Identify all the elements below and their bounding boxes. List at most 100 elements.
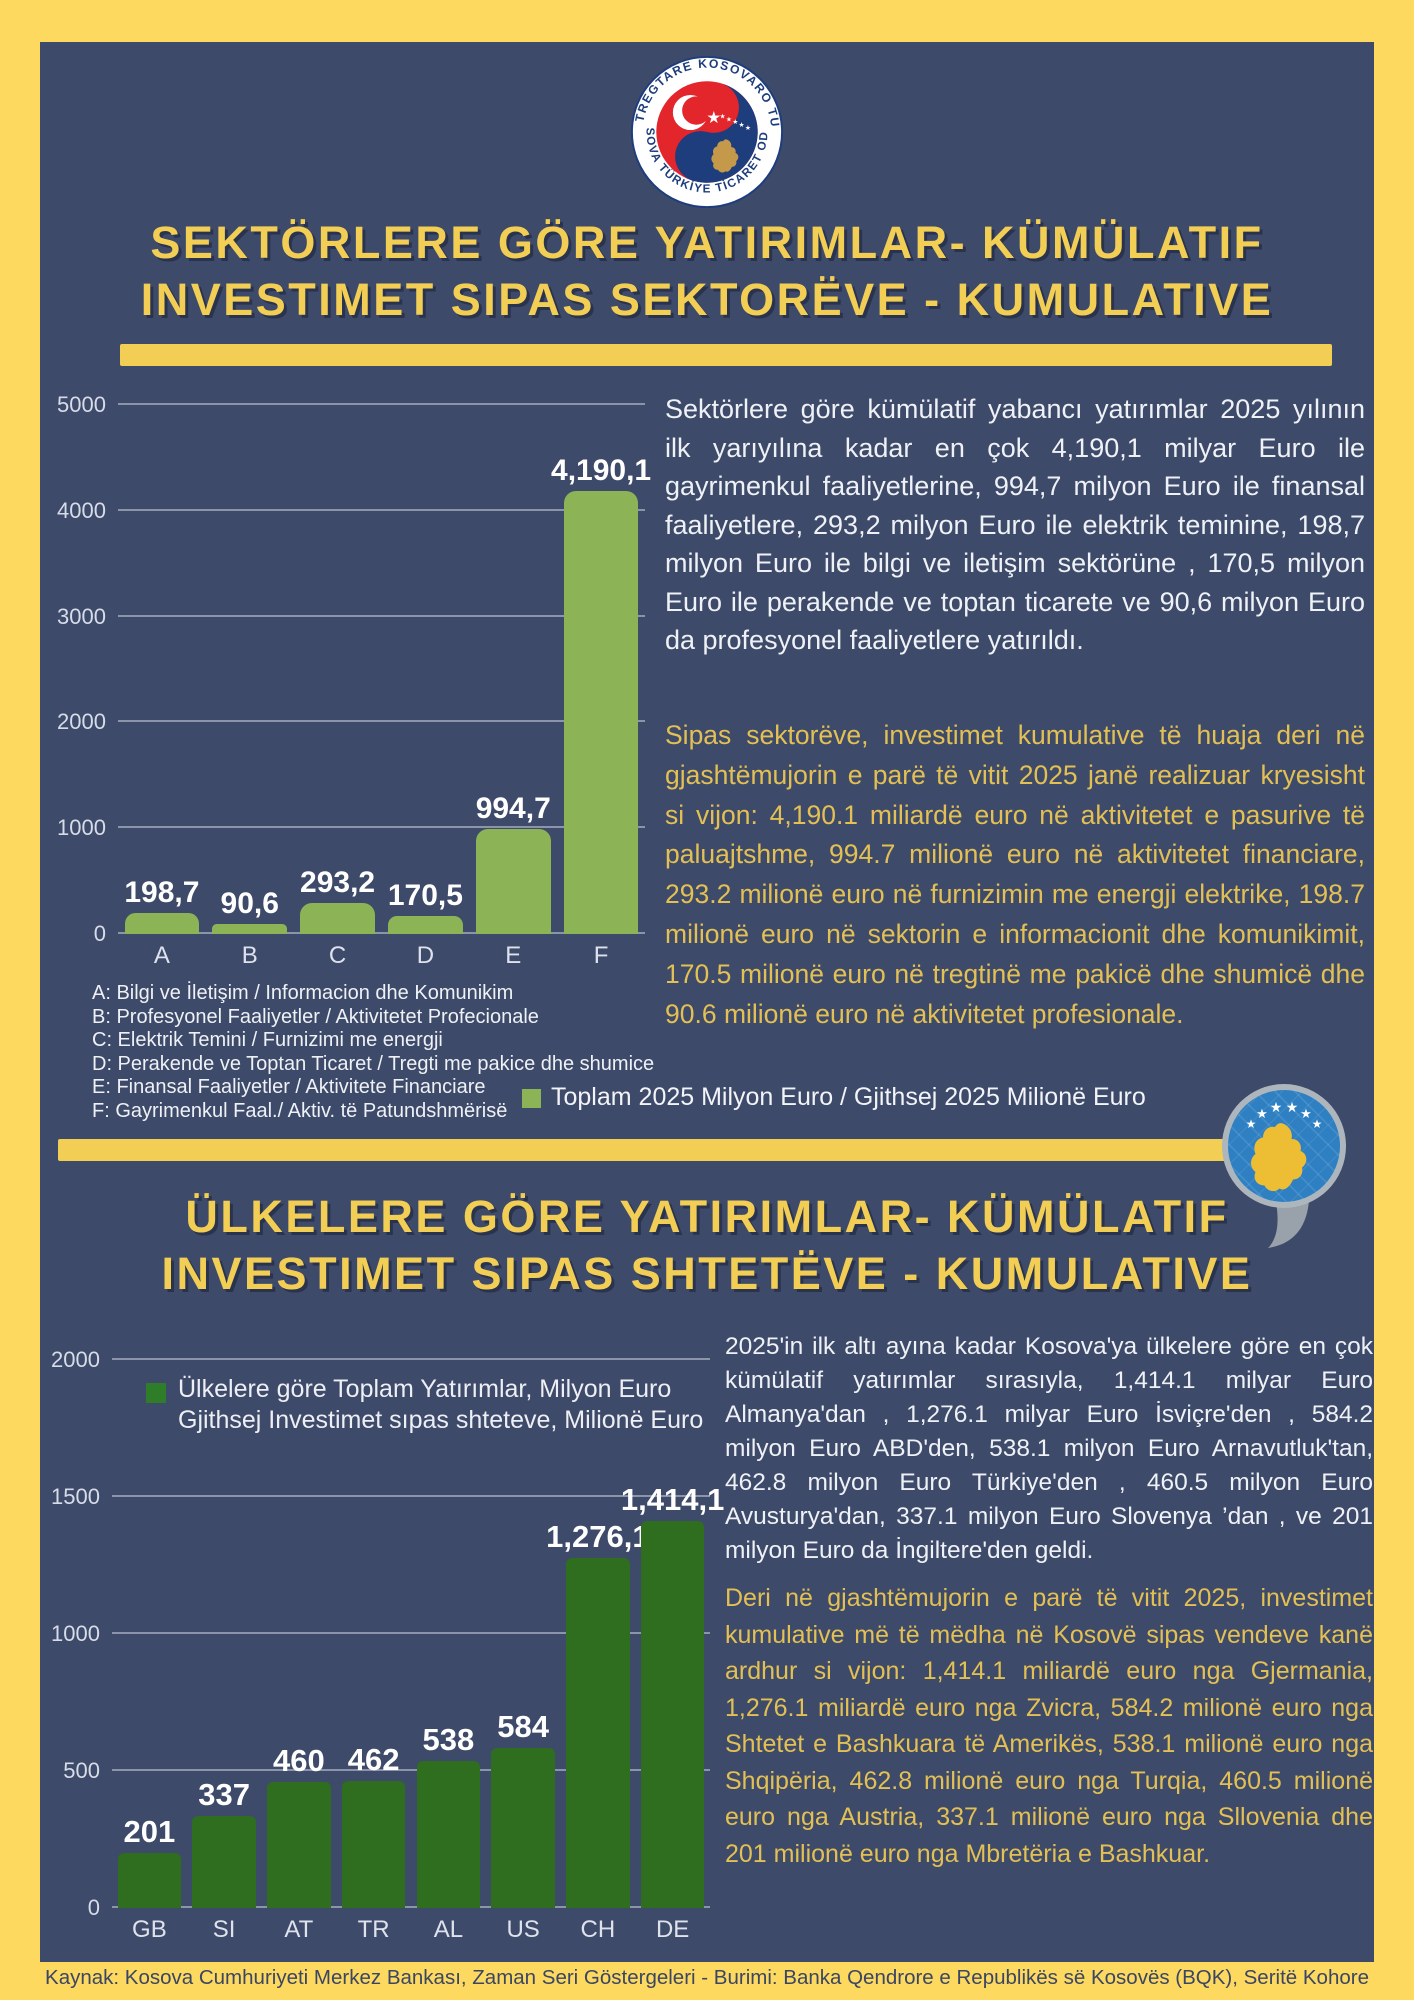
svg-text:★: ★	[1286, 1099, 1299, 1115]
y-tick-label: 0	[93, 921, 106, 946]
bar-cell-GB: 201	[112, 1360, 187, 1908]
country-legend-line2: Gjithsej Investimet sıpas shteteve, Mili…	[178, 1406, 704, 1434]
svg-text:★: ★	[1256, 1106, 1268, 1121]
x-tick-label-D: D	[416, 942, 435, 969]
gridline-2000: 2000	[57, 709, 645, 734]
gridline-4000: 4000	[57, 498, 645, 523]
y-tick-label: 500	[63, 1758, 100, 1783]
bars-row: 201 337 460 462 538 584 1,276,1 1,414,1	[112, 1360, 724, 1908]
bar-value-label-GB: 201	[123, 1813, 176, 1849]
y-tick-label: 3000	[57, 603, 106, 629]
paragraph-countries-albanian: Deri në gjashtëmujorin e parë të vitit 2…	[725, 1584, 1373, 1868]
title-countries-line2: INVESTIMET SIPAS SHTETËVE - KUMULATIVE	[161, 1248, 1253, 1299]
bar-value-label-B: 90,6	[220, 887, 279, 921]
bar-cell-D: 170,5	[381, 405, 469, 934]
badge-stars: ★ ★ ★ ★ ★ ★	[1246, 1099, 1323, 1131]
bar-C	[300, 902, 375, 934]
svg-text:★: ★	[739, 122, 745, 129]
bar-DE	[640, 1520, 705, 1908]
gridline-1000: 1000	[51, 1621, 710, 1646]
x-tick-label-TR: TR	[357, 1916, 390, 1943]
paragraph-sectors-albanian: Sipas sektorëve, investimet kumulative t…	[665, 720, 1365, 1029]
section-divider	[58, 1139, 1318, 1161]
gridline-0: 0	[94, 921, 645, 946]
sector-legend-item-d: D: Perakende ve Toptan Ticaret / Tregti …	[92, 1052, 655, 1075]
country-legend-line1: Ülkelere göre Toplam Yatırımlar, Milyon …	[178, 1375, 672, 1403]
gridline-2000: 2000	[51, 1347, 710, 1372]
bar-GB	[117, 1852, 182, 1908]
bar-value-label-AL: 538	[422, 1721, 475, 1757]
bar-cell-AT: 460	[262, 1360, 337, 1908]
sector-chart: 0 1000 2000 3000 4000 5000 198,7 90,6 293,2 170,5…	[57, 392, 651, 946]
x-tick-label-US: US	[506, 1916, 540, 1943]
bar-cell-DE: 1,414,1	[621, 1360, 724, 1908]
bar-AT	[267, 1781, 331, 1908]
sector-series-legend: Toplam 2025 Milyon Euro / Gjithsej 2025 …	[522, 1083, 1146, 1112]
bar-cell-B: 90,6	[206, 405, 294, 934]
sector-legend-item-f: F: Gayrimenkul Faal./ Aktiv. të Patundsh…	[92, 1099, 508, 1122]
y-tick-label: 2000	[57, 709, 106, 735]
bar-B	[212, 924, 288, 934]
bar-US	[491, 1747, 555, 1908]
turkish-crescent-star-icon: ★	[672, 94, 721, 131]
bar-cell-C: 293,2	[294, 405, 382, 934]
y-tick-label: 1000	[51, 1621, 100, 1646]
sector-legend-item-b: B: Profesyonel Faaliyetler / Aktivitetet…	[92, 1005, 539, 1028]
gridline-3000: 3000	[57, 604, 645, 629]
bar-cell-E: 994,7	[469, 405, 557, 934]
x-tick-label-E: E	[505, 942, 522, 969]
bar-value-label-DE: 1,414,1	[620, 1481, 725, 1517]
title-countries-line1: ÜLKELERE GÖRE YATIRIMLAR- KÜMÜLATIF	[185, 1191, 1229, 1242]
sector-legend-item-e: E: Finansal Faaliyetler / Aktivitete Fin…	[92, 1076, 486, 1098]
y-tick-label: 1500	[51, 1484, 100, 1509]
bar-value-label-SI: 337	[198, 1776, 250, 1812]
x-tick-label-AL: AL	[433, 1916, 464, 1943]
x-tick-label-C: C	[328, 942, 347, 969]
paragraph-sectors-turkish: Sektörlere göre kümülatif yabancı yatırı…	[665, 394, 1365, 655]
x-tick-label-B: B	[241, 942, 258, 969]
x-tick-label-GB: GB	[132, 1916, 167, 1943]
country-series-legend-label: Ülkelere göre Toplam Yatırımlar, Milyon …	[178, 1374, 703, 1436]
sector-chart-x-labels: A B C D E F	[118, 942, 645, 970]
bar-cell-US: 584	[486, 1360, 561, 1908]
svg-text:★: ★	[745, 125, 751, 132]
y-tick-label: 4000	[57, 497, 106, 523]
green-swatch-icon	[522, 1089, 541, 1108]
bar-value-label-TR: 462	[347, 1742, 400, 1778]
page-title-sectors: SEKTÖRLERE GÖRE YATIRIMLAR- KÜMÜLATIF IN…	[0, 214, 1414, 328]
kosovo-badge: ★ ★ ★ ★ ★ ★	[1222, 1084, 1346, 1248]
bar-cell-SI: 337	[187, 1360, 262, 1908]
svg-text:★: ★	[726, 116, 732, 123]
gridline-500: 500	[63, 1758, 710, 1783]
y-tick-label: 2000	[51, 1347, 100, 1372]
x-tick-label-F: F	[593, 942, 609, 969]
bar-E	[475, 828, 551, 934]
bar-A	[124, 912, 200, 934]
bar-value-label-AT: 460	[273, 1742, 325, 1778]
logo-emblem: ★ ★ ★ ★ ★ ★	[656, 81, 758, 183]
logo-small-stars: ★ ★ ★ ★ ★	[720, 113, 751, 132]
chamber-logo: ODA TREGTARE KOSOVARO TURKE KOSOVA TÜRKİ…	[629, 54, 784, 209]
footer-source: Kaynak: Kosova Cumhuriyeti Merkez Bankas…	[45, 1966, 1369, 1989]
svg-text:★: ★	[732, 119, 738, 126]
title-sectors-line1: SEKTÖRLERE GÖRE YATIRIMLAR- KÜMÜLATIF	[150, 217, 1264, 268]
sector-series-legend-label: Toplam 2025 Milyon Euro / Gjithsej 2025 …	[551, 1083, 1146, 1111]
gridline-1500: 1500	[51, 1484, 710, 1509]
country-series-legend: Ülkelere göre Toplam Yatırımlar, Milyon …	[146, 1374, 703, 1436]
bar-F	[563, 490, 639, 934]
svg-text:★: ★	[1270, 1099, 1283, 1115]
y-tick-label: 1000	[57, 815, 106, 841]
sector-legend-item-c: C: Elektrik Temini / Furnizimi me energj…	[92, 1029, 443, 1051]
bar-value-label-E: 994,7	[475, 791, 551, 825]
bar-CH	[566, 1558, 630, 1908]
bar-value-label-A: 198,7	[124, 875, 200, 909]
country-chart: 0 500 1000 1500 2000 201 337 460 462 538 584 1,276,…	[51, 1347, 724, 1920]
bar-SI	[192, 1815, 256, 1908]
bar-value-label-US: 584	[497, 1708, 549, 1744]
bar-value-label-CH: 1,276,1	[546, 1519, 650, 1555]
bar-TR	[341, 1781, 406, 1908]
bar-value-label-C: 293,2	[300, 865, 376, 899]
y-tick-label: 5000	[57, 392, 106, 417]
country-chart-x-labels: GB SI AT TR AL US CH DE	[112, 1916, 710, 1944]
